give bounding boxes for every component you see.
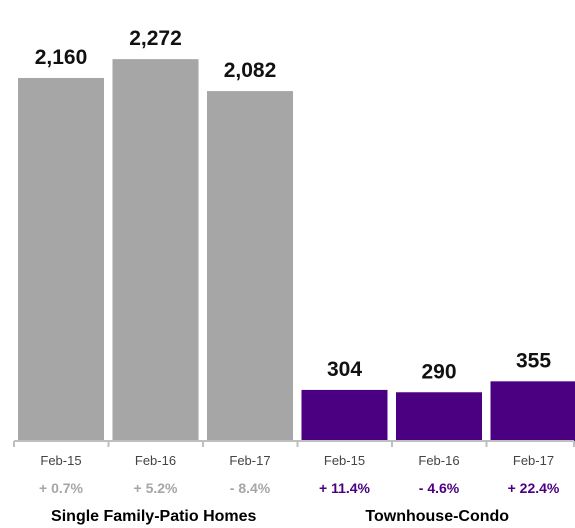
bar xyxy=(18,77,104,441)
bar xyxy=(396,392,482,441)
group-label: Single Family-Patio Homes xyxy=(51,508,256,525)
bar xyxy=(490,381,575,441)
value-label: 290 xyxy=(421,360,456,383)
change-label: + 0.7% xyxy=(39,480,84,496)
bar xyxy=(301,389,388,441)
value-label: 2,082 xyxy=(224,59,277,82)
bars-layer xyxy=(18,59,575,442)
value-label: 355 xyxy=(516,349,551,372)
x-tick-label: Feb-17 xyxy=(229,453,270,468)
value-label: 304 xyxy=(327,358,362,381)
group-label: Townhouse-Condo xyxy=(365,508,509,525)
change-label: + 11.4% xyxy=(319,480,371,496)
x-tick-label: Feb-17 xyxy=(513,453,554,468)
bar xyxy=(112,59,199,442)
change-label: - 4.6% xyxy=(419,480,460,496)
value-label: 2,160 xyxy=(35,46,88,69)
x-axis xyxy=(13,440,575,447)
change-label: - 8.4% xyxy=(230,480,271,496)
x-tick-label: Feb-16 xyxy=(135,453,176,468)
change-label: + 5.2% xyxy=(134,480,179,496)
x-tick-label: Feb-15 xyxy=(324,453,365,468)
x-tick-label: Feb-15 xyxy=(40,453,81,468)
bar xyxy=(207,91,293,441)
value-label: 2,272 xyxy=(129,27,182,50)
labels-layer: 2,160 Feb-15 + 0.7% 2,272 Feb-16 + 5.2% 2,082 F… xyxy=(35,27,560,525)
change-label: + 22.4% xyxy=(508,480,560,496)
x-tick-label: Feb-16 xyxy=(418,453,459,468)
